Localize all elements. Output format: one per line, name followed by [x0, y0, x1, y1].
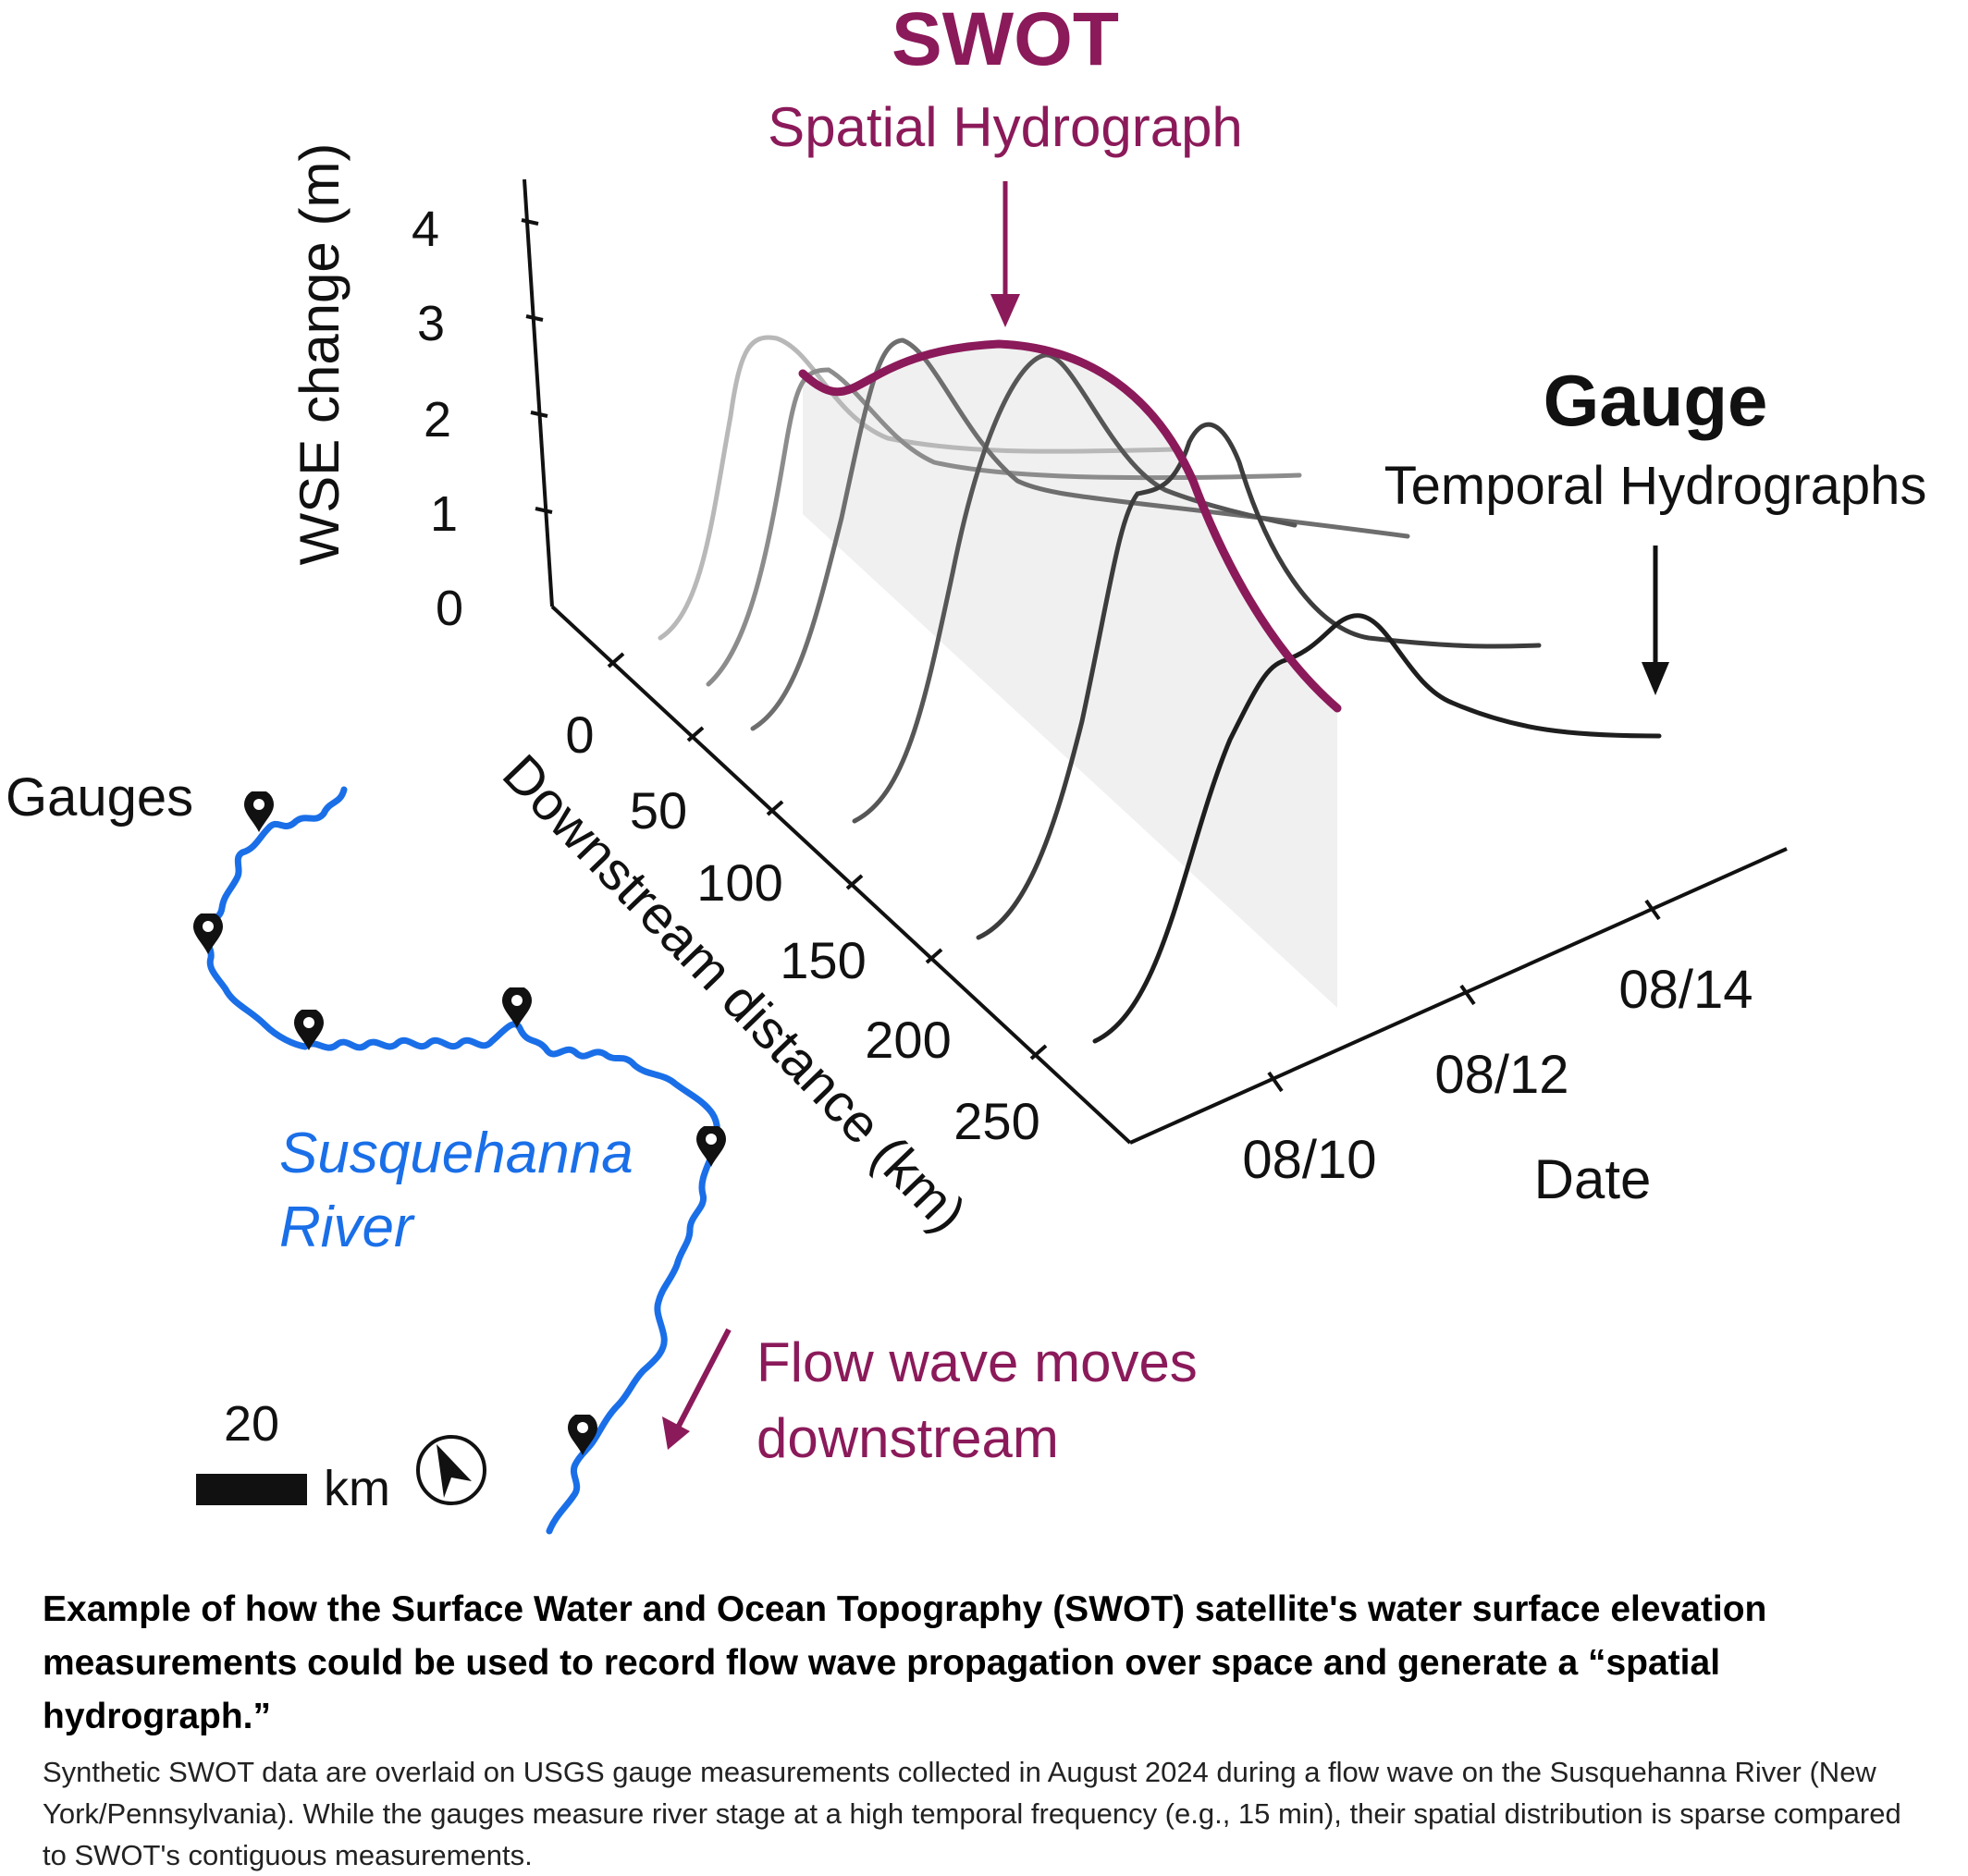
flow-label-line2: downstream: [756, 1407, 1059, 1469]
date-tick-0812: 08/12: [1434, 1045, 1568, 1105]
gauge-hydrograph-2: [706, 367, 1302, 687]
date-tick-0810: 08/10: [1242, 1130, 1376, 1190]
map-pin-icon: [502, 987, 532, 1028]
z-tick-0: 0: [436, 581, 463, 636]
swot-subtitle: Spatial Hydrograph: [768, 96, 1243, 158]
gauge-hydrograph-6: [1092, 613, 1662, 1044]
swot-spatial-hydrograph: [798, 339, 1342, 713]
z-axis-label: WSE change (m): [289, 143, 351, 566]
distance-axis-tick-labels: 0 50 100 150 200 250: [565, 705, 1039, 1150]
distance-tick-0: 0: [565, 705, 594, 764]
distance-tick-150: 150: [780, 931, 866, 989]
river-name-line1: Susquehanna: [279, 1122, 633, 1185]
distance-tick-50: 50: [630, 781, 687, 840]
z-tick-4: 4: [412, 202, 439, 257]
north-arrow-icon: [416, 1435, 486, 1505]
scale-bar-rect: [196, 1474, 307, 1505]
scale-unit: km: [324, 1461, 390, 1516]
susquehanna-river: [201, 786, 720, 1535]
swot-arrow: [990, 181, 1020, 327]
date-axis-tick-labels: 08/10 08/12 08/14: [1242, 960, 1753, 1190]
scale-bar: 20 km: [196, 1396, 390, 1516]
map-pin-icon: [568, 1415, 597, 1455]
distance-tick-100: 100: [696, 853, 782, 912]
caption-title: Example of how the Surface Water and Oce…: [43, 1589, 1767, 1736]
gauge-arrow: [1642, 546, 1669, 695]
figure-caption: Example of how the Surface Water and Oce…: [43, 1583, 1929, 1876]
swot-title: SWOT: [892, 0, 1119, 81]
gauge-hydrograph-4: [852, 352, 1298, 824]
gauge-hydrograph-5: [976, 422, 1542, 940]
scale-value: 20: [224, 1396, 279, 1452]
gauges-label: Gauges: [6, 767, 193, 828]
distance-tick-250: 250: [953, 1092, 1039, 1150]
z-tick-3: 3: [417, 296, 445, 351]
date-axis-line: [1129, 847, 1788, 1145]
distance-axis-line: [550, 605, 1132, 1145]
gauge-subtitle: Temporal Hydrographs: [1384, 456, 1927, 516]
date-tick-0814: 08/14: [1618, 960, 1753, 1020]
map-pin-icon: [193, 913, 223, 954]
flow-label-line1: Flow wave moves: [756, 1331, 1198, 1393]
distance-tick-200: 200: [865, 1011, 951, 1069]
z-axis-line: [523, 178, 554, 607]
z-tick-2: 2: [424, 392, 451, 448]
river-name-line2: River: [279, 1195, 415, 1259]
spatial-hydrograph-figure: SWOT Spatial Hydrograph Gauge Temporal H…: [6, 0, 1927, 1535]
gauge-hydrographs: [658, 335, 1662, 1044]
gauge-title: Gauge: [1544, 360, 1768, 441]
caption-body: Synthetic SWOT data are overlaid on USGS…: [43, 1756, 1901, 1871]
swot-profile-plane: [803, 344, 1337, 1008]
map-pin-icon: [696, 1126, 726, 1167]
date-axis-label: Date: [1534, 1148, 1652, 1210]
z-tick-1: 1: [430, 486, 458, 542]
axes-frame: [521, 178, 1788, 1145]
z-axis-tick-labels: 0 1 2 3 4: [412, 202, 463, 636]
flow-direction-arrow: [662, 1328, 732, 1450]
gauge-hydrograph-3: [750, 337, 1410, 731]
